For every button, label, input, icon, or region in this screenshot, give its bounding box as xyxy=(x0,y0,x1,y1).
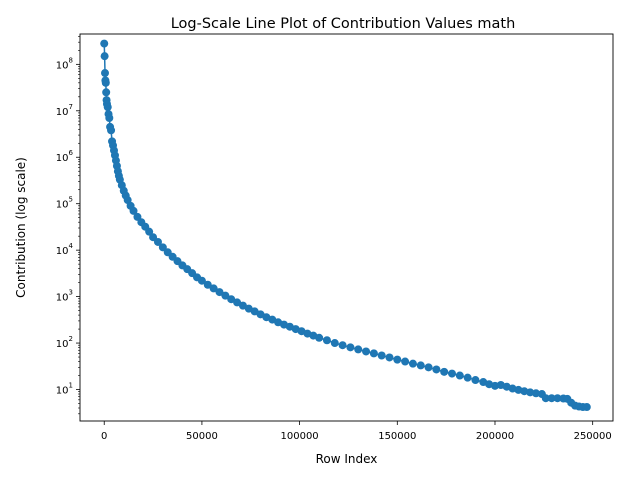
data-point xyxy=(101,78,110,87)
data-point xyxy=(385,353,394,362)
data-point xyxy=(197,276,206,285)
data-point xyxy=(322,336,331,345)
data-point xyxy=(440,367,449,376)
plot-frame xyxy=(79,33,614,422)
data-point xyxy=(238,301,247,310)
data-point xyxy=(105,113,114,122)
series-layer xyxy=(100,39,591,412)
data-point xyxy=(203,280,212,289)
data-point xyxy=(100,39,109,48)
data-point xyxy=(129,206,138,215)
y-tick-label: 107 xyxy=(56,103,73,118)
data-point xyxy=(369,349,378,358)
data-point xyxy=(448,369,457,378)
x-tick-label: 250000 xyxy=(574,431,612,442)
y-tick-label: 105 xyxy=(56,196,73,211)
data-point xyxy=(330,339,339,348)
data-point xyxy=(107,126,116,135)
data-point xyxy=(209,284,218,293)
data-point xyxy=(338,341,347,350)
chart-title: Log-Scale Line Plot of Contribution Valu… xyxy=(171,16,516,32)
data-point xyxy=(100,52,109,61)
data-point xyxy=(541,394,550,403)
y-tick-label: 101 xyxy=(56,382,73,397)
data-point xyxy=(526,388,535,397)
data-point xyxy=(401,357,410,366)
data-point xyxy=(471,376,480,385)
y-tick-label: 103 xyxy=(56,289,73,304)
data-point xyxy=(158,243,167,252)
x-tick-label: 200000 xyxy=(476,431,514,442)
data-point xyxy=(416,361,425,370)
data-point xyxy=(393,355,402,364)
data-point xyxy=(221,291,230,300)
y-tick-label: 108 xyxy=(56,56,73,71)
x-tick-label: 0 xyxy=(101,431,107,442)
data-point xyxy=(455,371,464,380)
data-point xyxy=(103,103,112,112)
x-axis-label: Row Index xyxy=(316,452,378,466)
data-point xyxy=(432,365,441,374)
series-line xyxy=(103,43,587,408)
data-point xyxy=(377,351,386,360)
data-point xyxy=(227,295,236,304)
data-point xyxy=(463,373,472,382)
data-point xyxy=(102,88,111,97)
data-point xyxy=(532,389,541,398)
data-point xyxy=(424,363,433,372)
data-point xyxy=(362,347,371,356)
data-point xyxy=(547,394,556,403)
data-point xyxy=(582,403,591,412)
data-point xyxy=(354,345,363,354)
y-axis: 101 102 103 104 105 106 107 108 xyxy=(56,36,80,415)
y-tick-label: 104 xyxy=(56,242,74,257)
data-point xyxy=(315,333,324,342)
data-point xyxy=(490,381,499,390)
x-tick-label: 50000 xyxy=(186,431,218,442)
data-point xyxy=(215,288,224,297)
data-point xyxy=(101,69,110,78)
data-point xyxy=(145,227,154,236)
x-tick-label: 150000 xyxy=(378,431,416,442)
x-tick-label: 100000 xyxy=(281,431,319,442)
data-point xyxy=(408,359,417,368)
data-point xyxy=(153,237,162,246)
y-tick-label: 102 xyxy=(56,335,73,350)
data-point xyxy=(233,298,242,307)
x-axis: 0 50000 100000 150000 200000 250000 xyxy=(101,421,612,442)
y-axis-label: Contribution (log scale) xyxy=(14,157,28,298)
data-point xyxy=(553,394,562,403)
y-tick-label: 106 xyxy=(56,149,74,164)
data-point xyxy=(346,343,355,352)
